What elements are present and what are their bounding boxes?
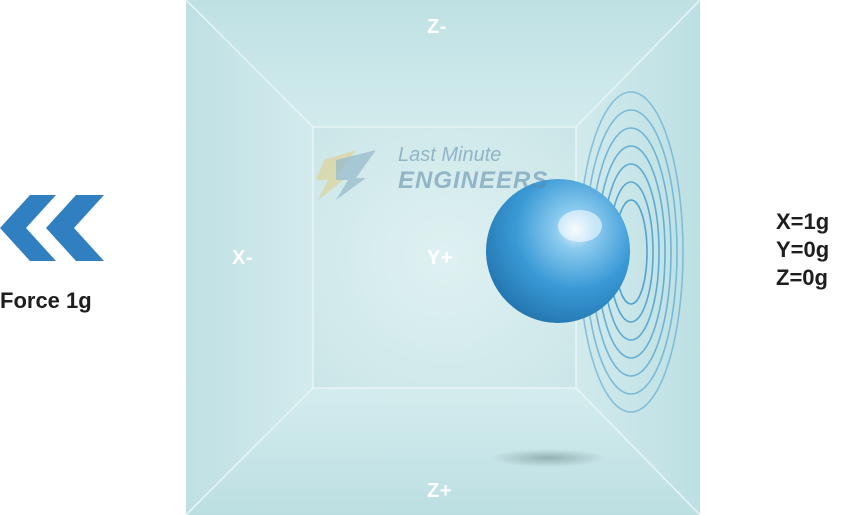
acceleration-readout: X=1g Y=0g Z=0g — [776, 208, 829, 292]
accelerometer-cube: Z- Z+ X- Y+ — [186, 0, 700, 515]
force-indicator — [0, 195, 120, 266]
face-label-top: Z- — [427, 16, 447, 38]
cube-edges — [186, 0, 700, 515]
watermark-line1: Last Minute — [398, 144, 502, 166]
readout-z: Z=0g — [776, 265, 828, 290]
force-label: Force 1g — [0, 288, 92, 313]
readout-y: Y=0g — [776, 237, 830, 262]
right-face — [576, 0, 700, 515]
watermark-logo-icon — [316, 150, 376, 200]
double-chevron-left-icon — [0, 195, 104, 261]
bottom-face — [186, 388, 700, 515]
top-face — [186, 0, 700, 127]
ball-shadow — [490, 449, 606, 467]
watermark-line2: ENGINEERS — [398, 167, 549, 194]
face-label-center: Y+ — [427, 247, 454, 269]
ball — [486, 179, 630, 323]
ball-highlight — [558, 210, 602, 242]
left-face — [186, 0, 313, 515]
face-label-left: X- — [232, 247, 253, 269]
watermark: Last Minute ENGINEERS — [398, 144, 548, 195]
cube-drawing — [186, 0, 700, 515]
face-label-bottom: Z+ — [427, 480, 452, 502]
readout-x: X=1g — [776, 209, 830, 234]
